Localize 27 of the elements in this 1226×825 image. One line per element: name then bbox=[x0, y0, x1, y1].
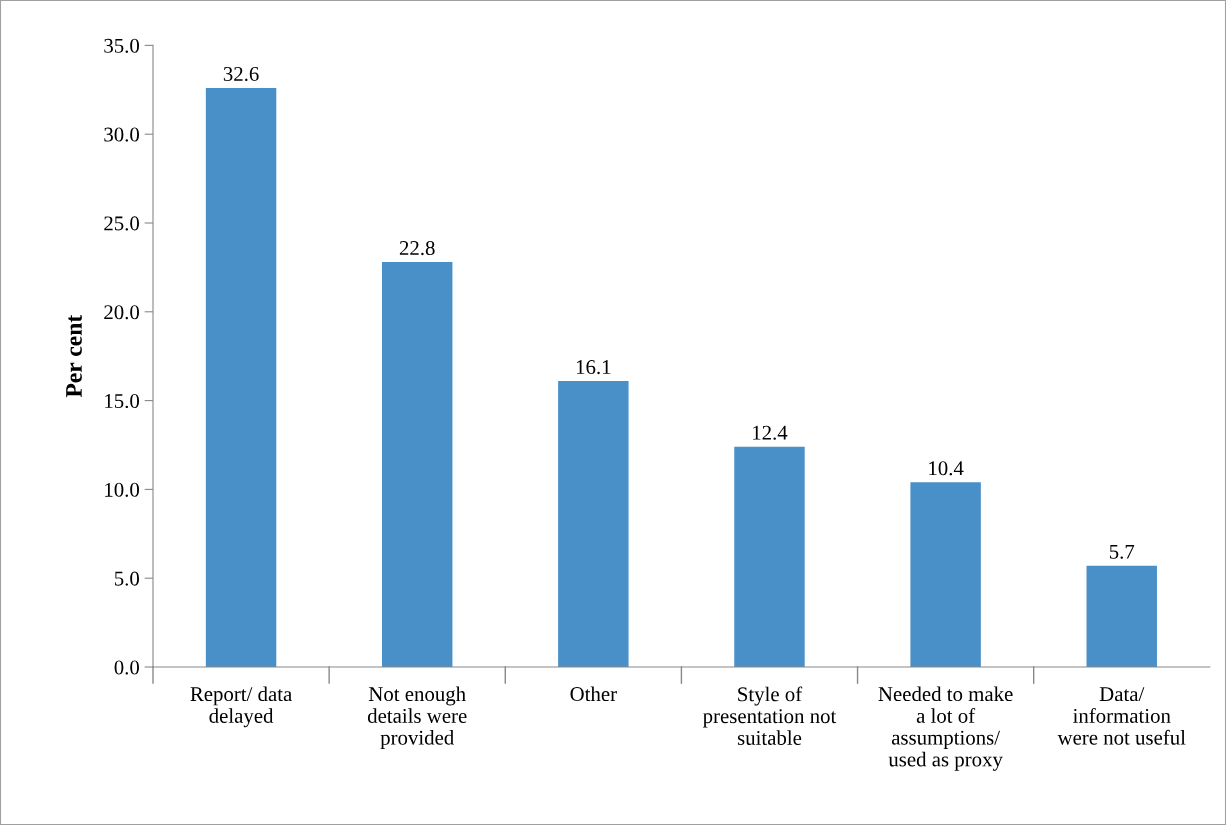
x-tick-label: Data/ information were not useful bbox=[1057, 687, 1186, 745]
data-label: 5.7 bbox=[1109, 544, 1135, 559]
x-tick-label: Not enough details were provided bbox=[367, 686, 467, 749]
bar bbox=[558, 381, 629, 668]
data-label: 16.1 bbox=[576, 360, 611, 375]
y-tick-label: 10.0 bbox=[105, 482, 140, 497]
x-tick-label: Style of presentation not suitable bbox=[702, 686, 837, 745]
y-tick-label: 20.0 bbox=[104, 305, 140, 320]
x-tick-label: Needed to make a lot of assumptions/ used as proxy bbox=[878, 686, 1013, 771]
x-tick-label: Report/ data delayed bbox=[190, 686, 292, 728]
bar bbox=[910, 482, 981, 668]
data-label: 22.8 bbox=[399, 240, 435, 256]
bar bbox=[381, 262, 453, 668]
y-tick-label: 35.0 bbox=[104, 38, 140, 53]
y-tick-label: 30.0 bbox=[104, 127, 140, 142]
y-tick-label: 15.0 bbox=[105, 393, 140, 409]
data-label: 32.6 bbox=[223, 66, 259, 82]
x-tick-label: Other bbox=[570, 686, 617, 702]
bar bbox=[1086, 565, 1157, 668]
y-tick-label: 5.0 bbox=[114, 571, 140, 586]
y-tick-label: 0.0 bbox=[114, 660, 140, 675]
bar bbox=[205, 88, 277, 668]
data-label: 10.4 bbox=[929, 461, 964, 476]
data-label: 12.4 bbox=[753, 425, 788, 440]
bar bbox=[734, 446, 805, 668]
y-tick-label: 25.0 bbox=[104, 216, 140, 231]
y-axis-title: Per cent bbox=[66, 314, 82, 398]
